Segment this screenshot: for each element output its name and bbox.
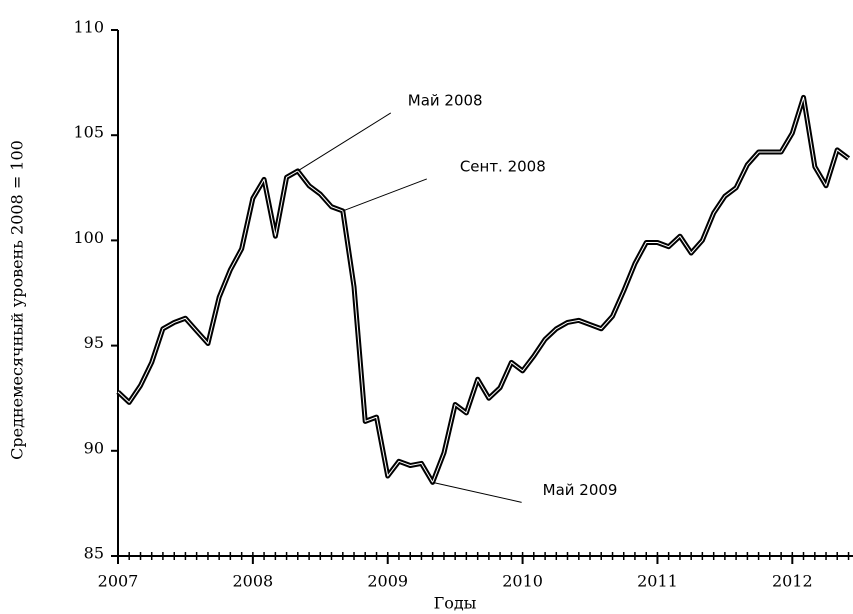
series-line-highlight (117, 96, 849, 483)
y-tick-label: 110 (73, 18, 104, 37)
annotation: Сент. 2008 (460, 157, 546, 175)
x-tick-label: 2010 (502, 572, 543, 591)
y-tick-label: 95 (84, 333, 104, 352)
y-tick-label: 90 (84, 438, 104, 457)
x-tick-label: 2007 (98, 572, 139, 591)
series-line (116, 94, 851, 485)
x-tick-label: 2008 (233, 572, 274, 591)
x-tick-label: 2012 (772, 572, 813, 591)
y-axis-label: Среднемесячный уровень 2008 = 100 (8, 140, 27, 460)
annotation-leader (432, 481, 522, 503)
x-axis-label: Годы (434, 594, 477, 613)
annotation: Май 2009 (543, 481, 618, 499)
y-tick-label: 85 (84, 544, 104, 563)
y-tick-label: 105 (73, 123, 104, 142)
x-tick-label: 2011 (637, 572, 678, 591)
annotation-leader (297, 112, 392, 172)
annotation: Май 2008 (408, 91, 483, 109)
annotation-leader (342, 178, 427, 212)
x-tick-label: 2009 (367, 572, 408, 591)
y-tick-label: 100 (73, 228, 104, 247)
